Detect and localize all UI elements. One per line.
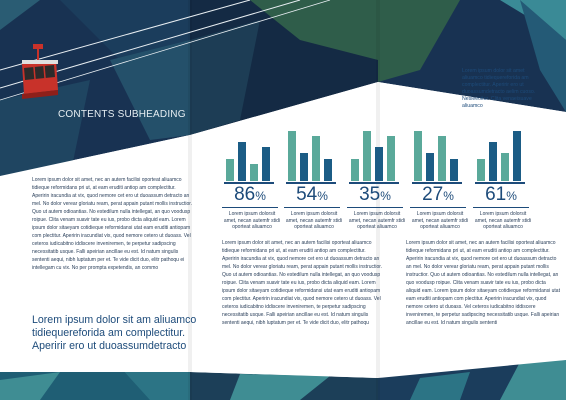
chart-baseline [224,182,274,184]
chart-baseline [349,182,399,184]
right-bottom-facet-3 [410,372,470,400]
chart-bar [262,147,270,181]
chart-bar [312,136,320,181]
percent-number: 61 [485,184,507,205]
chart-baseline [475,182,525,184]
percent-rule [410,207,466,208]
left-top-facet-3 [0,80,90,176]
percent-value: 35% [347,183,403,208]
left-body-text: Lorem ipsum dolor sit amet, nec an autem… [32,177,193,271]
page-fold-right [376,0,380,400]
mid-top-facet-3 [190,20,260,135]
percent-unit: % [380,189,391,203]
percent-rule [222,207,278,208]
percent-rule [284,207,340,208]
chart-bar [477,159,485,181]
right-body-text: Lorem ipsum dolor sit amet, nec an autem… [406,240,560,326]
percent-rule [347,207,403,208]
chart-bar [513,131,521,181]
chart-bar [226,159,234,181]
mid-white-panel [190,82,378,378]
chart-bars [347,125,399,181]
chart-caption: Lorem ipsum dolorsit amet, necan autemfr… [411,211,469,230]
percent-rule [473,207,529,208]
cable-line-1 [0,0,251,71]
cable-car-icon [22,44,58,99]
chart-baseline [286,182,336,184]
chart-bars [284,125,336,181]
chart-bar [450,159,458,181]
chart-bar [288,131,296,181]
left-top-facet-4 [110,40,190,140]
middle-body-text: Lorem ipsum dolor sit amet, nec an autem… [222,240,383,326]
chart-bar [324,159,332,181]
chart-bar [375,147,383,181]
chart-bar [438,136,446,181]
percent-value: 61% [473,183,529,208]
percent-value: 27% [410,183,466,208]
pull-quote: Lorem ipsum dolor sit am aliuamco tidieq… [32,314,197,352]
mid-top-facet-2 [250,0,378,60]
percent-unit: % [317,189,328,203]
percent-number: 86 [234,184,256,205]
chart-bars [473,125,525,181]
right-top-facet-2 [378,0,460,82]
percent-unit: % [506,189,517,203]
right-bottom-facet-2 [500,360,566,400]
page-fold-left [188,0,192,400]
chart-bar [300,153,308,181]
right-top-facet-4 [520,0,566,112]
chart-caption: Lorem ipsum dolorsit amet, necan autemfr… [223,211,281,230]
chart-bar [426,153,434,181]
percent-value: 54% [284,183,340,208]
left-white-panel [0,135,190,372]
left-bottom-facet-3 [120,365,190,400]
intro-paragraph: Lorem ipsum dolor sit amet aliuamco tidi… [462,68,536,109]
percent-number: 35 [359,184,381,205]
chart-bar [501,153,509,181]
chart-caption: Lorem ipsum dolorsit amet, necan autemfr… [285,211,343,230]
left-top-facet-5 [0,0,40,30]
mid-bottom-facet-2 [230,374,330,400]
chart-bars [222,125,274,181]
percent-unit: % [255,189,266,203]
percent-number: 54 [296,184,318,205]
chart-bars [410,125,462,181]
left-bottom-facet-2 [0,372,60,400]
chart-bar [489,142,497,181]
chart-baseline [412,182,462,184]
chart-bar [387,136,395,181]
chart-bar [351,159,359,181]
chart-caption: Lorem ipsum dolorsit amet, necan autemfr… [348,211,406,230]
percent-number: 27 [422,184,444,205]
percent-value: 86% [222,183,278,208]
chart-bar [238,142,246,181]
chart-bar [363,131,371,181]
chart-bar [414,131,422,181]
contents-subheading: CONTENTS SUBHEADING [58,109,186,120]
chart-caption: Lorem ipsum dolorsit amet, necan autemfr… [474,211,532,230]
chart-bar [250,164,258,181]
percent-unit: % [443,189,454,203]
